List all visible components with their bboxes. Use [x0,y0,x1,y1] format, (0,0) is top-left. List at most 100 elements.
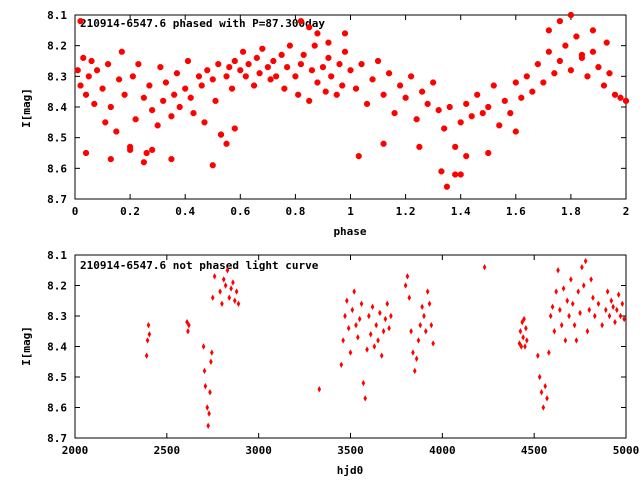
phased-chart-x-tick-label: 0.2 [120,205,140,218]
unphased-chart-point [581,282,586,289]
unphased-chart-point [379,352,384,359]
unphased-chart-ylabel: I[mag] [20,326,33,366]
unphased-chart-point [620,300,625,307]
phased-chart-point [118,48,125,55]
phased-chart-point [578,51,585,58]
unphased-chart-point [547,349,551,356]
unphased-chart-point [205,404,210,411]
phased-chart-point [567,67,574,74]
phased-chart-point [229,85,236,92]
unphased-chart-point [381,328,386,335]
unphased-chart-point [543,382,547,390]
phased-chart-point [267,76,274,83]
phased-chart-point [251,82,258,89]
unphased-chart-point [416,337,421,344]
unphased-chart-y-tick-label: 8.1 [47,249,67,262]
phased-chart-point [105,61,112,68]
phased-chart-point [501,97,508,104]
unphased-chart-point [232,297,237,304]
unphased-chart: 210914-6547.6 not phased light curve hjd… [20,249,639,477]
unphased-chart-point [412,367,417,375]
phased-chart-point [113,128,120,135]
phased-chart-point [295,91,302,98]
phased-chart-point [74,67,81,74]
phased-chart-point [102,119,109,126]
unphased-chart-x-tick-label: 3500 [337,444,364,457]
unphased-chart-point [583,257,588,265]
phased-chart-point [443,183,450,190]
phased-chart-point [369,76,376,83]
phased-chart-point [479,110,486,117]
unphased-chart-point [605,288,610,295]
phased-chart-y-tick-label: 8.3 [47,70,67,83]
phased-chart-point [518,94,525,101]
phased-chart-point [430,79,437,86]
phased-chart-x-tick-label: 1.2 [396,205,416,218]
phased-chart-point [556,58,563,64]
phased-chart-point [438,168,445,175]
phased-chart-point [325,39,332,46]
phased-chart-point [149,107,156,114]
phased-chart-x-tick-label: 2 [623,205,630,218]
phased-chart-point [201,119,208,126]
unphased-chart-point [613,318,617,326]
phased-chart-point [154,122,161,129]
phased-chart-point [325,54,332,61]
unphased-chart-y-tick-label: 8.6 [47,402,67,415]
phased-chart-point [358,61,365,68]
phased-chart-point [116,76,123,83]
phased-chart-point [355,153,362,160]
phased-chart-point [99,85,106,92]
phased-chart-point [603,39,610,46]
unphased-chart-y-tick-label: 8.7 [47,432,67,445]
phased-chart-point [336,61,343,68]
phased-chart-point [223,73,230,80]
unphased-chart-point [208,389,212,396]
unphased-chart-point [565,297,570,304]
phased-chart-point [328,73,335,80]
unphased-chart-point [383,315,388,323]
phased-chart-point [149,146,156,153]
phased-chart-point [182,85,189,92]
phased-chart-point [242,73,249,80]
unphased-chart-point [545,395,549,402]
unphased-chart-point [425,288,430,295]
phased-chart-ylabel: I[mag] [20,88,33,128]
phased-chart-y-tick-label: 8.5 [47,132,67,145]
phased-chart-point [135,61,142,68]
unphased-chart-point [348,349,353,356]
phased-chart-y-tick-label: 8.1 [47,9,67,22]
unphased-chart-point [367,312,371,320]
phased-chart-point [584,73,591,80]
phased-chart-x-tick-label: 1 [347,205,354,218]
unphased-chart-point [525,337,529,344]
phased-chart-point [278,51,285,58]
unphased-chart-point [207,410,211,417]
phased-chart-point [339,82,346,89]
phased-chart-point [545,27,552,34]
phased-chart-point [551,70,558,77]
phased-chart-y-tick-label: 8.7 [47,193,67,206]
phased-chart-point [419,88,426,95]
unphased-chart-point [563,337,568,344]
phased-chart-point [94,67,101,74]
phased-chart-point [308,67,315,74]
phased-chart-point [402,94,409,101]
unphased-chart-point [521,334,525,341]
unphased-chart-point [607,312,612,320]
unphased-chart-point [587,306,592,314]
unphased-chart-point [218,288,222,295]
phased-chart-point [507,110,514,117]
phased-chart-point [300,51,307,58]
phased-chart-point [204,67,211,74]
phased-chart-point [281,85,288,92]
unphased-chart-point [374,321,379,329]
phased-chart-point [253,54,260,61]
phased-chart-point [457,119,464,126]
phased-chart-point [187,94,194,101]
unphased-chart-title: 210914-6547.6 not phased light curve [80,259,319,272]
unphased-chart-point [567,312,571,320]
unphased-chart-point [206,422,210,429]
phased-chart-point [77,18,84,25]
